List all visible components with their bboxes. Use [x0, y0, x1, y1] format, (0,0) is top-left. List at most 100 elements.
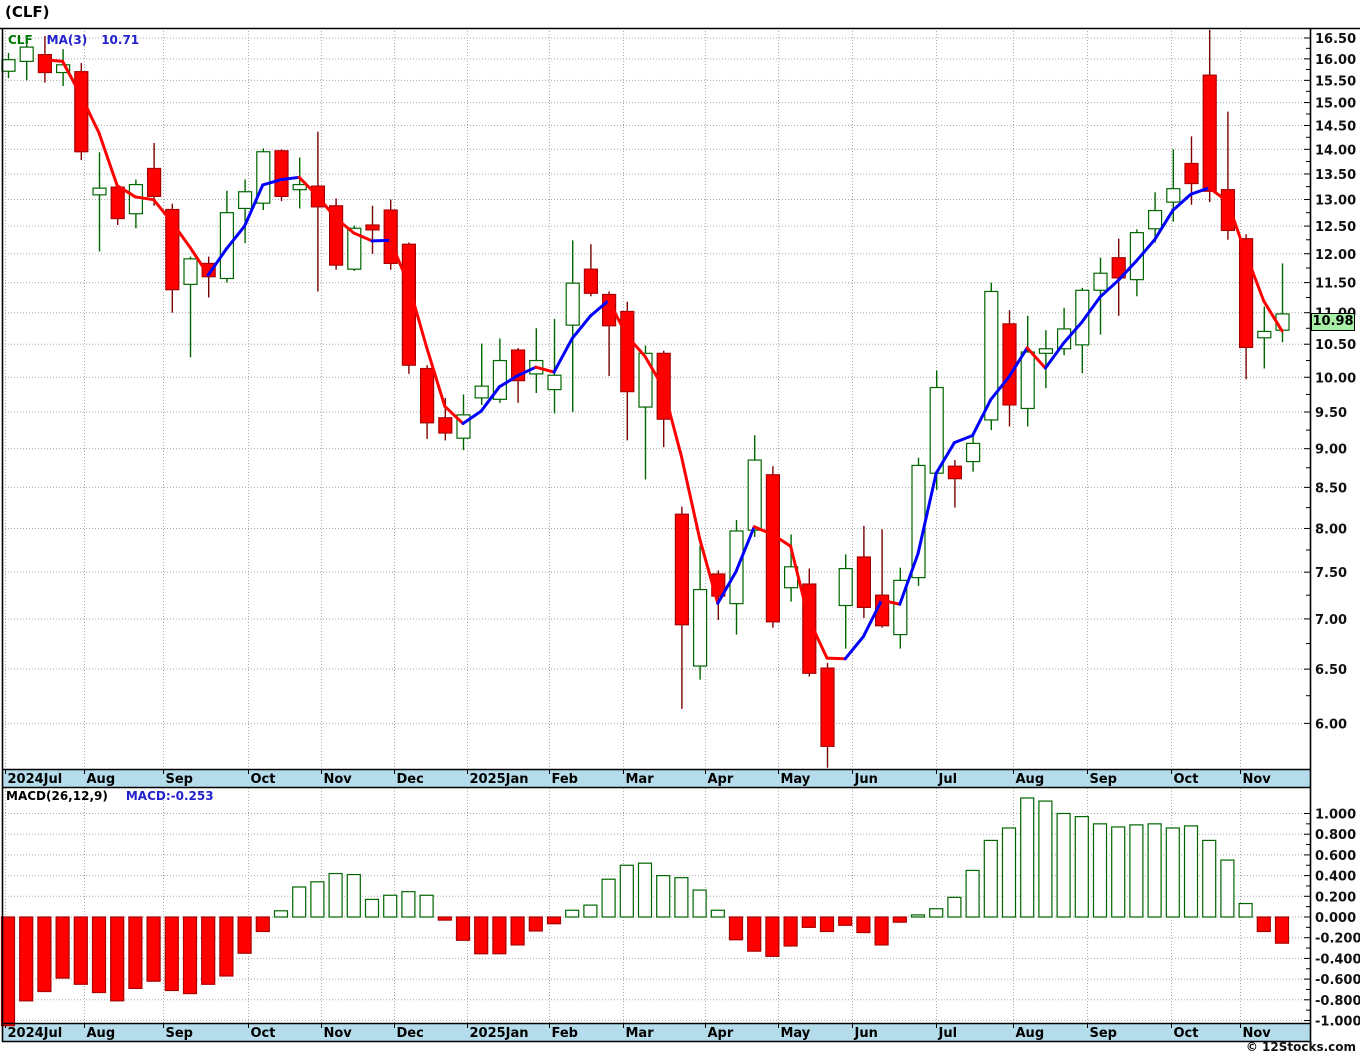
macd-bar — [892, 916, 907, 923]
macd-bar — [201, 916, 216, 985]
candle-body — [638, 352, 653, 408]
price-axis-label: 10.00 — [1315, 371, 1356, 386]
ma3-line-segment — [479, 385, 501, 413]
candle-body — [238, 191, 253, 210]
macd-bar — [910, 914, 926, 918]
macd-bar — [765, 916, 780, 957]
ma3-line-segment — [224, 224, 247, 251]
macd-bar — [1220, 859, 1235, 918]
ma3-line-segment — [1007, 346, 1029, 379]
month-label: Aug — [87, 772, 116, 787]
ma3-line-segment — [406, 282, 429, 349]
macd-axis-label: 0.400 — [1315, 870, 1356, 885]
month-label: 2024Jul — [8, 772, 63, 787]
macd-header: MACD(26,12,9) MACD:-0.253 — [6, 789, 214, 803]
month-label: Oct — [251, 772, 276, 787]
price-axis-label: 12.50 — [1315, 220, 1356, 235]
month-label: Mar — [626, 772, 655, 787]
month-label: 2024Jul — [8, 1026, 63, 1041]
candle-body — [37, 54, 53, 74]
candle-body — [110, 186, 125, 220]
ma3-line-segment — [516, 365, 538, 378]
ma3-line-segment — [334, 216, 356, 235]
ma3-line-segment — [61, 59, 83, 97]
macd-bar — [838, 916, 853, 926]
ma3-line-segment — [1062, 320, 1084, 345]
ma3-line-segment — [170, 220, 192, 249]
candle-body — [692, 588, 708, 667]
candle-body — [420, 367, 435, 424]
price-axis-label: 8.00 — [1315, 522, 1347, 537]
macd-axis-label: -0.200 — [1315, 932, 1360, 947]
ma3-line-segment — [698, 536, 720, 605]
ma3-line-segment — [261, 178, 283, 187]
ma3-line-segment — [898, 552, 920, 606]
ma3-line-segment — [734, 525, 756, 574]
candle-body — [74, 71, 89, 153]
macd-bar — [947, 896, 962, 918]
ma3-line-segment — [115, 184, 137, 199]
macd-bar — [1020, 797, 1035, 918]
macd-bar — [728, 916, 744, 941]
macd-bar — [692, 889, 707, 918]
candle-body — [1056, 328, 1072, 350]
macd-bar — [1111, 826, 1126, 918]
price-axis-label: 8.50 — [1315, 481, 1347, 496]
month-label: Aug — [1016, 772, 1045, 787]
ma3-line-segment — [952, 433, 975, 445]
candle-body — [620, 310, 635, 393]
month-label: Nov — [324, 1026, 353, 1041]
macd-bar — [710, 909, 725, 918]
candle-body — [929, 386, 944, 474]
price-axis-label: 13.00 — [1315, 194, 1356, 209]
ma3-line-segment — [588, 298, 611, 318]
candle-body — [820, 667, 835, 747]
ma3-line-segment — [1225, 199, 1248, 255]
macd-axis-label: 0.800 — [1315, 828, 1356, 843]
macd-bar — [583, 904, 598, 918]
price-axis-label: 14.50 — [1315, 120, 1356, 135]
macd-bar — [783, 916, 798, 947]
macd-bar — [310, 881, 325, 918]
macd-bar — [874, 916, 889, 946]
page-title: (CLF) — [5, 3, 50, 21]
macd-bar — [1256, 916, 1271, 933]
ma3-line-segment — [1134, 238, 1157, 263]
price-axis-label: 6.50 — [1315, 663, 1347, 678]
ma3-line-segment — [1043, 341, 1066, 370]
ma3-line-segment — [443, 404, 465, 426]
price-axis-label: 9.50 — [1315, 406, 1347, 421]
macd-bar — [929, 908, 944, 918]
month-label: Jun — [854, 772, 878, 787]
ma3-line-segment — [1244, 251, 1266, 303]
ma3-line-segment — [243, 183, 265, 228]
macd-bar — [1183, 825, 1199, 918]
month-label: Feb — [552, 772, 578, 787]
macd-bar — [747, 916, 762, 952]
month-label: Apr — [708, 1026, 734, 1041]
macd-bar — [1202, 839, 1217, 918]
ma3-line-segment — [42, 58, 65, 63]
price-axis-label: 9.00 — [1315, 443, 1347, 458]
ma3-line-segment — [861, 598, 884, 639]
ma3-line-segment — [1080, 295, 1102, 324]
ma3-line-segment — [352, 231, 374, 243]
macd-bar — [383, 894, 398, 918]
macd-bar — [0, 916, 16, 1027]
month-label: Sep — [166, 772, 194, 787]
macd-bar — [856, 916, 871, 934]
month-label: 2025Jan — [470, 772, 529, 787]
candle-body — [1184, 162, 1199, 185]
candle-body — [292, 183, 307, 191]
macd-axis-label: -1.000 — [1315, 1015, 1360, 1030]
price-axis-label: 14.00 — [1315, 143, 1356, 158]
macd-bar — [1038, 800, 1053, 918]
ma3-line-segment — [552, 336, 574, 374]
macd-bar — [437, 916, 452, 921]
month-label: Dec — [397, 772, 424, 787]
month-label: Sep — [1090, 1026, 1118, 1041]
month-label: Feb — [552, 1026, 578, 1041]
macd-bar — [292, 886, 307, 918]
ma3-line-segment — [461, 409, 483, 426]
ma3-line-segment — [989, 375, 1011, 402]
